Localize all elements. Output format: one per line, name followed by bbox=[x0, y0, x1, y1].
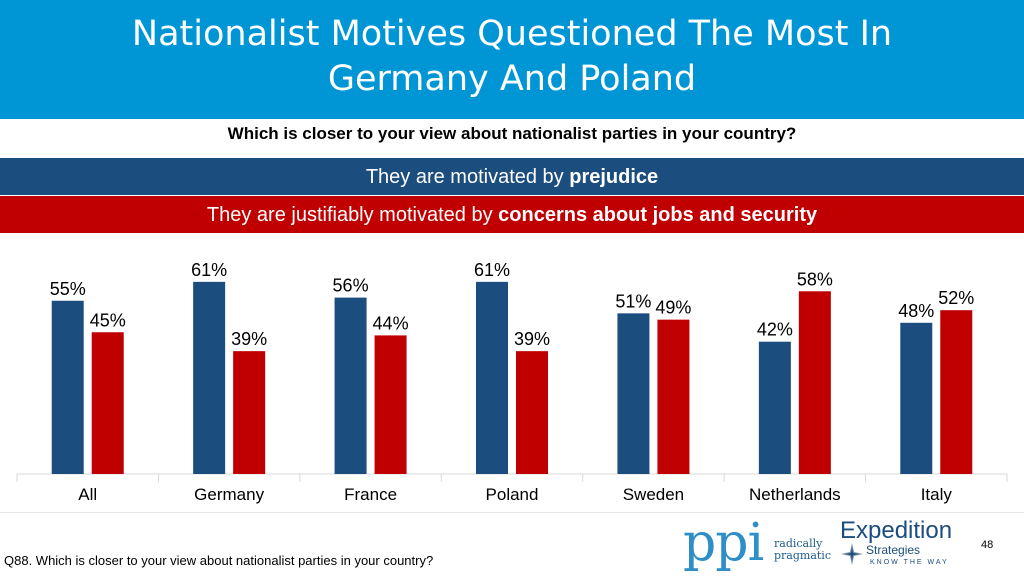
bar-prejudice bbox=[617, 313, 650, 474]
bar-concerns bbox=[940, 310, 973, 474]
legend-prejudice: They are motivated by prejudice bbox=[0, 158, 1024, 195]
expedition-logo-sub: Strategies bbox=[866, 543, 921, 557]
bar-concerns bbox=[798, 291, 831, 474]
x-tick-label: Netherlands bbox=[749, 485, 841, 504]
title-banner bbox=[0, 0, 1024, 119]
footer-divider bbox=[0, 512, 1024, 513]
data-label: 61% bbox=[191, 260, 227, 280]
legend-prejudice-bold: prejudice bbox=[569, 166, 659, 188]
bar-concerns bbox=[91, 332, 124, 474]
x-tick-label: Sweden bbox=[623, 485, 684, 504]
data-label: 55% bbox=[50, 279, 86, 299]
page-number: 48 bbox=[981, 539, 994, 551]
data-label: 52% bbox=[938, 288, 974, 308]
x-tick-label: All bbox=[78, 485, 97, 504]
bar-prejudice bbox=[476, 281, 508, 474]
bar-concerns bbox=[516, 351, 548, 474]
legend-prejudice-prefix: They are motivated by bbox=[365, 166, 570, 188]
bar-prejudice bbox=[758, 341, 791, 474]
title-line-2: Germany And Poland bbox=[327, 59, 697, 99]
x-tick-label: Germany bbox=[194, 485, 264, 504]
data-label: 44% bbox=[373, 313, 409, 333]
data-label: 39% bbox=[231, 329, 267, 349]
data-label: 49% bbox=[655, 298, 691, 318]
bar-concerns bbox=[657, 319, 690, 474]
title-line-1: Nationalist Motives Questioned The Most … bbox=[131, 14, 893, 54]
bar-prejudice bbox=[193, 281, 226, 474]
data-label: 48% bbox=[898, 301, 934, 321]
data-label: 61% bbox=[474, 260, 510, 280]
compass-star-icon bbox=[841, 543, 863, 565]
expedition-logo-motto: KNOW THE WAY bbox=[870, 559, 949, 566]
legend-concerns-prefix: They are justifiably motivated by bbox=[206, 204, 499, 226]
bar-chart: All 55%45% Germany 61% 39% France 56%44% Poland… bbox=[16, 260, 1008, 504]
data-label: 42% bbox=[757, 320, 793, 340]
ppi-tagline-line-1: radically bbox=[774, 537, 823, 550]
data-label: 45% bbox=[90, 310, 126, 330]
bar-concerns bbox=[374, 335, 407, 474]
x-tick-label: France bbox=[344, 485, 397, 504]
ppi-logo: ppi bbox=[683, 513, 764, 573]
ppi-tagline: radically pragmatic bbox=[774, 538, 831, 562]
data-label: 39% bbox=[514, 329, 550, 349]
expedition-logo-name: Expedition bbox=[840, 517, 953, 544]
data-label: 58% bbox=[797, 269, 833, 289]
x-tick-label: Italy bbox=[921, 485, 953, 504]
footnote: Q88. Which is closer to your view about … bbox=[4, 553, 434, 568]
x-tick-label: Poland bbox=[486, 485, 539, 504]
bar-concerns bbox=[233, 351, 266, 474]
ppi-tagline-line-2: pragmatic bbox=[774, 549, 831, 562]
legend-concerns-bold: concerns about jobs and security bbox=[498, 204, 818, 226]
data-label: 51% bbox=[615, 291, 651, 311]
page-title: Nationalist Motives Questioned The Most … bbox=[0, 12, 1024, 102]
legend-concerns: They are justifiably motivated by concer… bbox=[0, 196, 1024, 233]
bar-prejudice bbox=[51, 300, 84, 474]
bar-prejudice bbox=[900, 322, 933, 474]
bar-prejudice bbox=[334, 297, 367, 474]
survey-question: Which is closer to your view about natio… bbox=[227, 124, 797, 143]
data-label: 56% bbox=[333, 276, 369, 296]
